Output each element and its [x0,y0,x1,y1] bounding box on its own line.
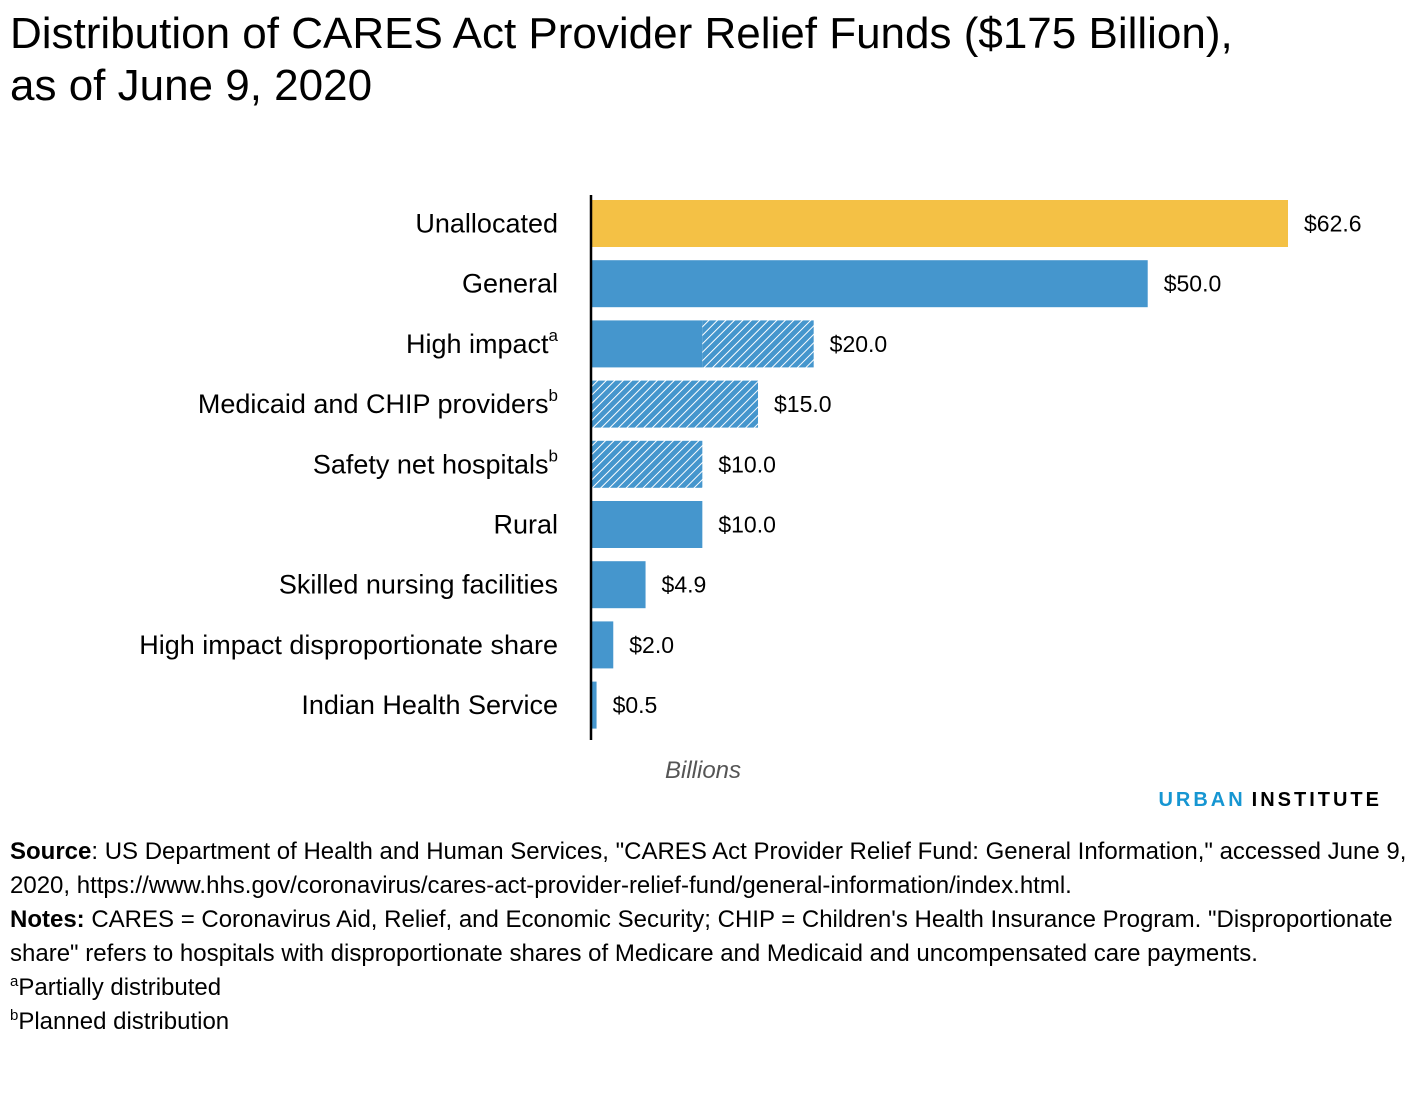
value-label-high-impact-disproportionate-share: $2.0 [629,632,674,658]
category-label-rural: Rural [493,510,558,540]
bar-medicaid-and-chip-providers [591,380,759,428]
brand-urban: URBAN [1158,789,1246,811]
bar-rural [591,501,703,548]
source-label: Source [10,838,92,865]
footnote-a-text: Partially distributed [18,974,222,1001]
value-label-indian-health-service: $0.5 [613,692,658,718]
category-label-skilled-nursing-facilities: Skilled nursing facilities [279,570,558,600]
value-label-high-impact: $20.0 [830,331,888,357]
bar-skilled-nursing-facilities [591,561,646,609]
value-label-unallocated: $62.6 [1304,211,1362,237]
footnote-b-text: Planned distribution [18,1008,230,1035]
x-axis-label: Billions [665,757,741,784]
footnote-b: bPlanned distribution [10,1005,1410,1039]
value-label-skilled-nursing-facilities: $4.9 [662,572,707,598]
footnote-b-mark: b [10,1007,19,1024]
category-label-indian-health-service: Indian Health Service [301,690,558,720]
category-label-safety-net-hospitals: Safety net hospitalsb [313,446,558,479]
value-label-medicaid-and-chip-providers: $15.0 [774,391,832,417]
bar-high-impact [591,320,703,368]
footnote-a-mark: a [10,973,19,990]
category-label-unallocated: Unallocated [415,209,558,239]
source-note: Source: US Department of Health and Huma… [10,835,1410,903]
urban-institute-logo: URBAN INSTITUTE [1158,789,1382,812]
chart-title-line-2: as of June 9, 2020 [10,61,373,110]
bar-safety-net-hospitals [591,440,703,488]
chart-title: Distribution of CARES Act Provider Relie… [10,8,1410,112]
footnote-a: aPartially distributed [10,971,1410,1005]
bar-high-impact-disproportionate-share [591,621,614,669]
bar-general [591,260,1148,308]
chart-notes: Source: US Department of Health and Huma… [10,835,1410,1039]
notes-label: Notes: [10,906,85,933]
category-superscript: b [549,446,558,465]
brand-institute: INSTITUTE [1251,789,1382,811]
bar-indian-health-service [591,681,597,729]
category-superscript: a [549,326,559,345]
value-label-safety-net-hospitals: $10.0 [718,451,776,477]
category-superscript: b [549,386,558,405]
notes-text: CARES = Coronavirus Aid, Relief, and Eco… [10,906,1393,967]
chart-title-line-1: Distribution of CARES Act Provider Relie… [10,9,1233,58]
category-label-medicaid-and-chip-providers: Medicaid and CHIP providersb [198,386,558,419]
bar-chart: Unallocated General High impacta Medicaid a… [139,195,1362,784]
bar-unallocated [591,200,1288,247]
source-text: : US Department of Health and Human Serv… [10,838,1407,899]
bar-high-impact-hatched [702,320,814,368]
value-label-rural: $10.0 [718,512,776,538]
value-label-general: $50.0 [1164,271,1222,297]
category-label-high-impact-disproportionate-share: High impact disproportionate share [139,630,558,660]
notes-note: Notes: CARES = Coronavirus Aid, Relief, … [10,903,1410,971]
category-label-general: General [462,269,558,299]
category-label-high-impact: High impacta [406,326,559,359]
